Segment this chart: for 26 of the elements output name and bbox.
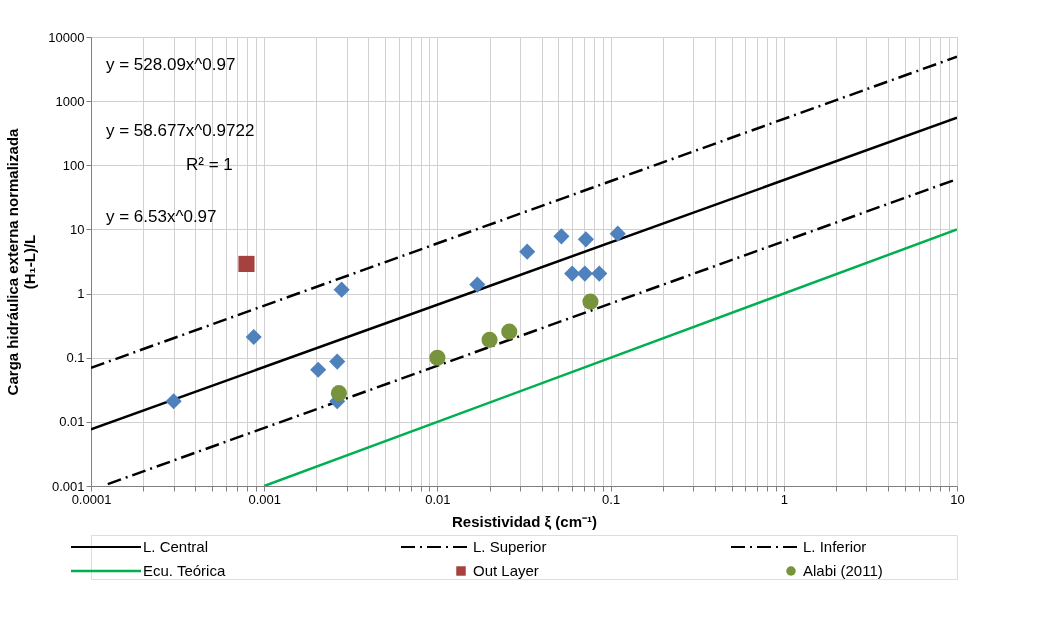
x-tick-label: 0.001 — [248, 491, 281, 507]
x-tick-label: 0.0001 — [71, 491, 112, 507]
y-tick-label: 1000 — [55, 93, 85, 109]
y-tick-label: 0.1 — [66, 350, 85, 366]
legend-label: Out Layer — [473, 562, 539, 579]
legend-label: L. Central — [143, 538, 209, 555]
y-tick-label: 100 — [62, 157, 85, 173]
y-tick-label: 1 — [77, 286, 85, 302]
annotation: y = 58.677x^0.9722 — [106, 121, 255, 140]
x-tick-label: 0.01 — [425, 491, 451, 507]
x-axis-title: Resistividad ξ (cm⁻¹) — [451, 512, 598, 530]
legend-label: Ecu. Teórica — [143, 562, 226, 579]
annotation: y = 528.09x^0.97 — [106, 55, 236, 74]
annotation: y = 6.53x^0.97 — [106, 207, 217, 226]
y-tick-label: 0.001 — [51, 478, 85, 494]
y-axis-title: Carga hidráulica externa normalizada (H₁-L)/L — [4, 127, 39, 396]
x-tick-label: 0.1 — [602, 491, 621, 507]
x-tick-label: 10 — [950, 491, 965, 507]
legend-label: L. Superior — [473, 538, 547, 555]
y-tick-label: 10 — [70, 221, 85, 237]
legend-label: Alabi (2011) — [803, 562, 883, 579]
y-tick-label: 0.01 — [59, 414, 85, 430]
x-tick-label: 1 — [780, 491, 788, 507]
y-tick-label: 10000 — [48, 29, 85, 45]
legend-label: L. Inferior — [803, 538, 867, 555]
annotation: R² = 1 — [186, 155, 233, 174]
